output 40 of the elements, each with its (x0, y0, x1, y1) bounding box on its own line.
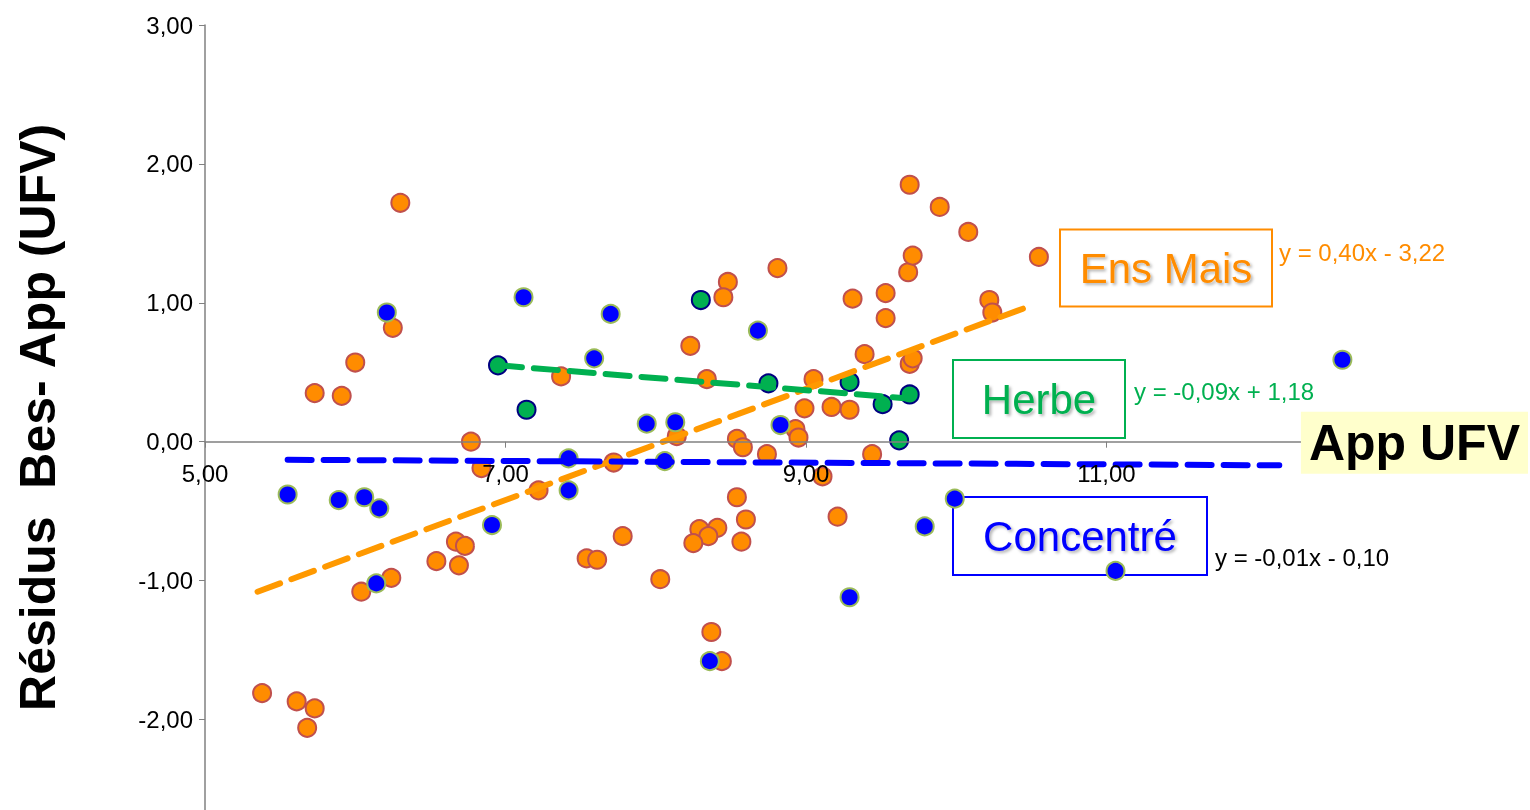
point (747, 320, 768, 341)
point (1105, 560, 1126, 581)
point (516, 399, 537, 420)
x-axis-title: App UFV (1308, 414, 1521, 471)
x-tick-label: 7,00 (482, 460, 529, 488)
point (369, 498, 390, 519)
x-tick-label: 11,00 (1077, 460, 1136, 488)
point (328, 490, 349, 511)
point (839, 587, 860, 608)
y-tick-label: -2,00 (138, 706, 193, 733)
annotation: y = 0,40x - 3,22 (1279, 238, 1446, 266)
y-tick-label: 1,00 (146, 289, 193, 317)
point (584, 348, 605, 369)
point (944, 488, 965, 509)
point (699, 651, 720, 672)
point (1332, 349, 1353, 370)
annotation: Herbe (981, 375, 1097, 423)
point (914, 516, 935, 537)
point (354, 487, 375, 508)
y-tick-label: 2,00 (146, 150, 193, 178)
annotation: y = -0,09x + 1,18 (1134, 377, 1315, 405)
y-tick-label: 3,00 (146, 11, 193, 39)
point (600, 303, 621, 324)
point (770, 415, 791, 436)
point (636, 413, 657, 434)
annotation: y = -0,01x - 0,10 (1215, 543, 1390, 571)
point (277, 484, 298, 505)
y-tick-label: 0,00 (146, 428, 193, 456)
annotation: Ens Mais (1079, 244, 1253, 292)
point (690, 290, 711, 311)
point (366, 573, 387, 594)
y-axis-title: Résidus Bes- App (UFV) (10, 123, 66, 711)
point (513, 287, 534, 308)
point (558, 480, 579, 501)
point (665, 412, 686, 433)
point (376, 302, 397, 323)
point (482, 515, 502, 536)
y-tick-label: -1,00 (138, 567, 193, 595)
x-tick-label: 5,00 (181, 460, 229, 488)
annotation: Concentré (983, 512, 1177, 560)
